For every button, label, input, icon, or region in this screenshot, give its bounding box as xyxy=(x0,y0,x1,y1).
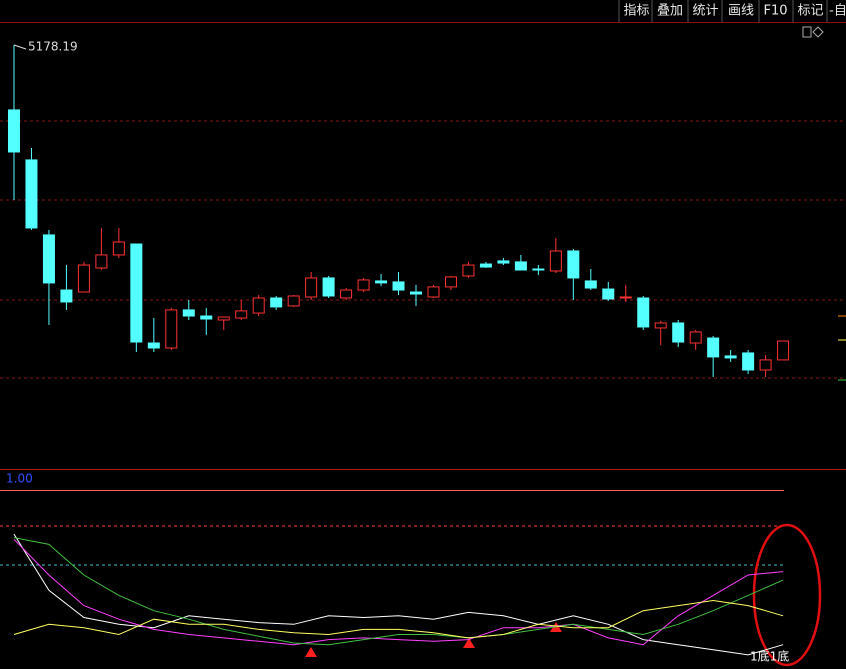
highlight-circle xyxy=(752,523,822,667)
candle-body xyxy=(497,260,510,264)
candle-body xyxy=(777,340,790,361)
candle-body xyxy=(742,352,755,371)
candle-body xyxy=(654,322,667,329)
candle-body xyxy=(252,297,265,314)
indicator-line xyxy=(13,533,784,656)
candle-body xyxy=(689,331,702,344)
candle-body xyxy=(724,355,737,359)
candle-body xyxy=(759,359,772,371)
max-label: 5178.19 xyxy=(28,39,78,53)
candle-body xyxy=(392,281,405,291)
candle-body xyxy=(77,264,90,293)
indicator-line xyxy=(13,537,784,646)
candle-body xyxy=(707,337,720,358)
toolbar-button[interactable]: 指标 xyxy=(623,4,649,19)
candle-body xyxy=(147,342,160,349)
candle-body xyxy=(7,109,20,153)
indicator-line xyxy=(13,599,784,639)
candle-body xyxy=(25,159,38,229)
candle-body xyxy=(479,263,492,268)
candle-body xyxy=(340,289,353,299)
candle-body xyxy=(305,277,318,298)
max-pointer xyxy=(13,44,27,50)
candle-body xyxy=(60,289,73,303)
y-tick-label: 1.00 xyxy=(6,472,33,486)
candle-body xyxy=(602,288,615,300)
candle-body xyxy=(217,316,230,321)
candle-body xyxy=(357,279,370,291)
indicator-line xyxy=(13,538,784,646)
candle-body xyxy=(112,241,125,256)
candle-body xyxy=(200,315,213,320)
toolbar-button[interactable]: 标记 xyxy=(797,4,823,19)
candle-body xyxy=(130,243,143,343)
annotation: 1底1底 xyxy=(750,649,789,664)
candle-body xyxy=(270,297,283,308)
panel-icon[interactable] xyxy=(802,26,812,38)
candle-body xyxy=(165,309,178,349)
candle-body xyxy=(549,250,562,272)
candle-body xyxy=(619,296,632,299)
panel-icon[interactable] xyxy=(812,26,824,38)
toolbar-button[interactable]: F10 xyxy=(763,4,787,19)
candle-body xyxy=(637,297,650,328)
candle-body xyxy=(95,254,108,269)
candle-body xyxy=(427,286,440,298)
candle-body xyxy=(42,234,55,284)
candle-body xyxy=(584,280,597,289)
candle-body xyxy=(514,261,527,271)
candle-body xyxy=(462,264,475,277)
candle-body xyxy=(235,310,248,319)
candle-body xyxy=(322,277,335,297)
toolbar-button[interactable]: 叠加 xyxy=(657,4,683,19)
toolbar-button[interactable]: 画线 xyxy=(728,4,754,19)
candle-body xyxy=(287,295,300,307)
candle-body xyxy=(672,322,685,343)
candle-body xyxy=(410,291,423,295)
candle-body xyxy=(444,276,457,288)
toolbar-button[interactable]: 统计 xyxy=(692,4,718,19)
signal-marker xyxy=(463,638,475,648)
candle-body xyxy=(567,250,580,279)
candle-body xyxy=(532,268,545,271)
signal-marker xyxy=(305,647,317,657)
candle-body xyxy=(375,280,388,284)
candle-body xyxy=(182,309,195,317)
toolbar-button[interactable]: -自 xyxy=(829,4,846,19)
